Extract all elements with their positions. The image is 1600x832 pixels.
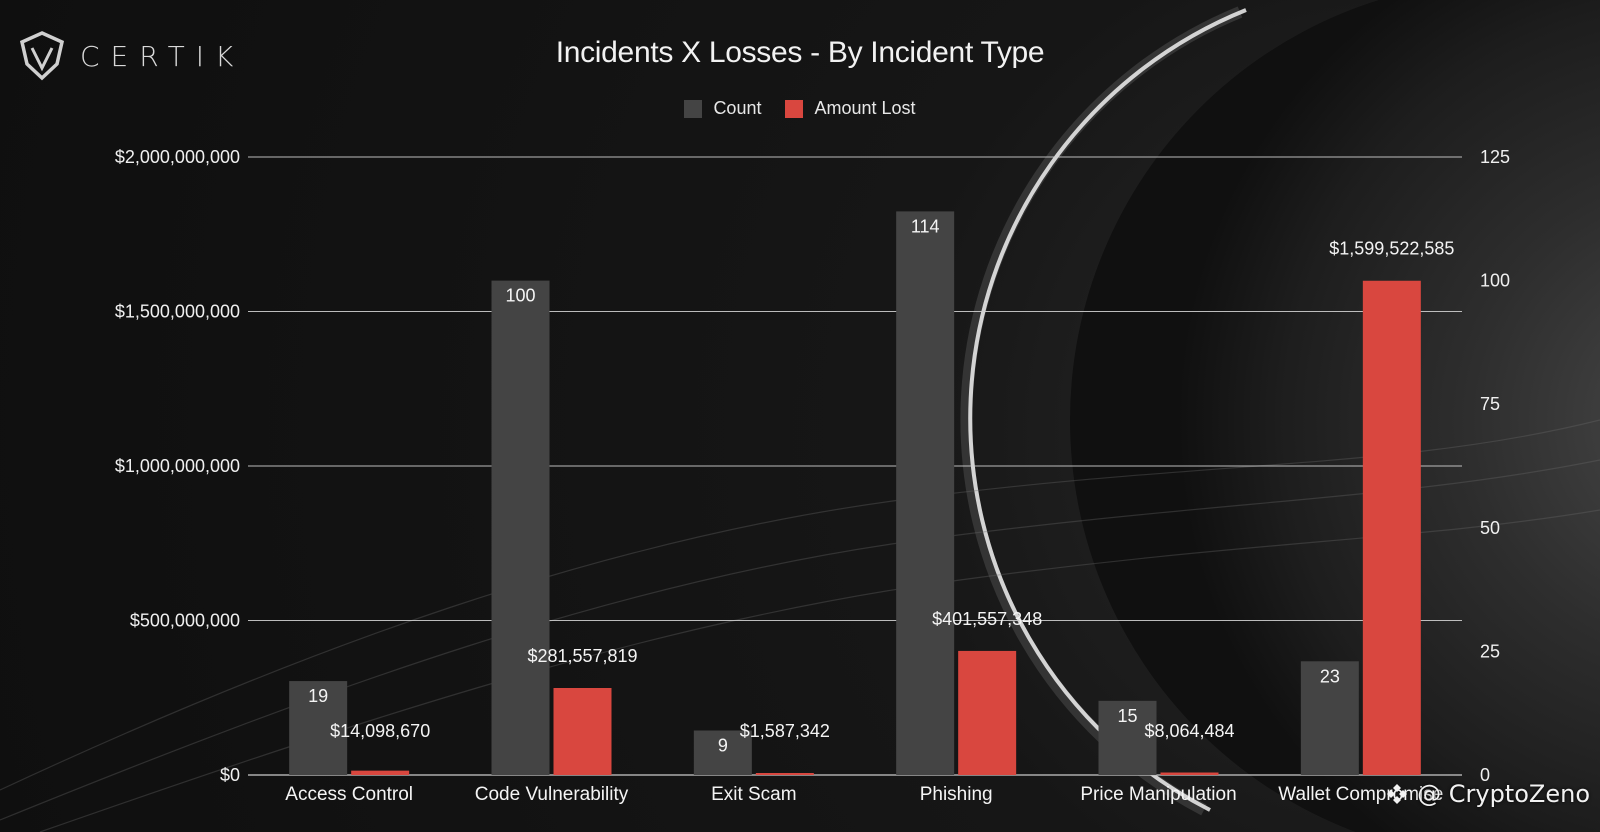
x-axis-category-label: Access Control	[285, 784, 413, 805]
left-axis-tick-label: $2,000,000,000	[115, 147, 240, 167]
chart-legend: Count Amount Lost	[0, 98, 1600, 119]
legend-item-count: Count	[684, 98, 761, 119]
right-axis-tick-label: 100	[1480, 271, 1510, 291]
left-axis-tick-label: $500,000,000	[130, 611, 240, 631]
shield-logo-icon	[19, 31, 65, 81]
data-label-amount-lost: $1,599,522,585	[1329, 239, 1454, 259]
data-label-count: 9	[718, 736, 728, 756]
x-axis-category-label: Price Manipulation	[1080, 784, 1236, 805]
legend-item-amount-lost: Amount Lost	[785, 98, 916, 119]
bar-amount-lost	[958, 650, 1017, 775]
logo-text: CERTIK	[80, 39, 245, 73]
bar-count	[1300, 661, 1359, 775]
data-label-count: 19	[308, 686, 328, 706]
bar-amount-lost	[1160, 772, 1219, 775]
left-axis-tick-label: $1,000,000,000	[115, 456, 240, 476]
data-label-count: 100	[505, 286, 535, 306]
bar-amount-lost	[351, 770, 410, 775]
legend-label-amount-lost: Amount Lost	[814, 98, 916, 118]
bar-count	[289, 681, 348, 775]
bar-count	[693, 730, 752, 775]
right-axis-tick-label: 75	[1480, 394, 1500, 414]
x-axis-category-label: Code Vulnerability	[475, 784, 629, 805]
right-axis-tick-label: 50	[1480, 518, 1500, 538]
left-axis-tick-label: $0	[220, 765, 240, 785]
x-axis-category-label: Exit Scam	[711, 784, 797, 805]
right-axis-tick-label: 0	[1480, 765, 1490, 785]
data-label-amount-lost: $1,587,342	[740, 721, 830, 741]
data-label-amount-lost: $401,557,348	[932, 609, 1042, 629]
left-axis-tick-label: $1,500,000,000	[115, 302, 240, 322]
data-label-amount-lost: $14,098,670	[330, 721, 430, 741]
data-label-count: 23	[1320, 666, 1340, 686]
bar-count	[491, 280, 550, 775]
right-axis-tick-label: 25	[1480, 641, 1500, 661]
legend-swatch-count	[684, 99, 703, 118]
right-axis-tick-label: 125	[1480, 147, 1510, 167]
bar-amount-lost	[1362, 280, 1421, 775]
legend-swatch-amount-lost	[785, 99, 804, 118]
bar-amount-lost	[553, 687, 612, 775]
bar-count	[896, 211, 955, 775]
certik-logo: CERTIK	[18, 30, 244, 82]
bar-amount-lost	[755, 773, 814, 775]
data-label-amount-lost: $281,557,819	[527, 646, 637, 666]
data-label-count: 15	[1117, 706, 1137, 726]
data-label-count: 114	[911, 216, 940, 236]
x-axis-category-label: Phishing	[920, 784, 993, 805]
bar-count	[1098, 700, 1157, 775]
watermark: @ CryptoZeno	[1385, 780, 1590, 808]
legend-label-count: Count	[713, 98, 762, 118]
data-label-amount-lost: $8,064,484	[1144, 721, 1234, 741]
binance-icon	[1385, 782, 1409, 806]
chart-title: Incidents X Losses - By Incident Type	[555, 36, 1045, 69]
watermark-text: @ CryptoZeno	[1417, 780, 1590, 808]
x-axis-category-label: Wallet Compromise	[1278, 784, 1443, 805]
